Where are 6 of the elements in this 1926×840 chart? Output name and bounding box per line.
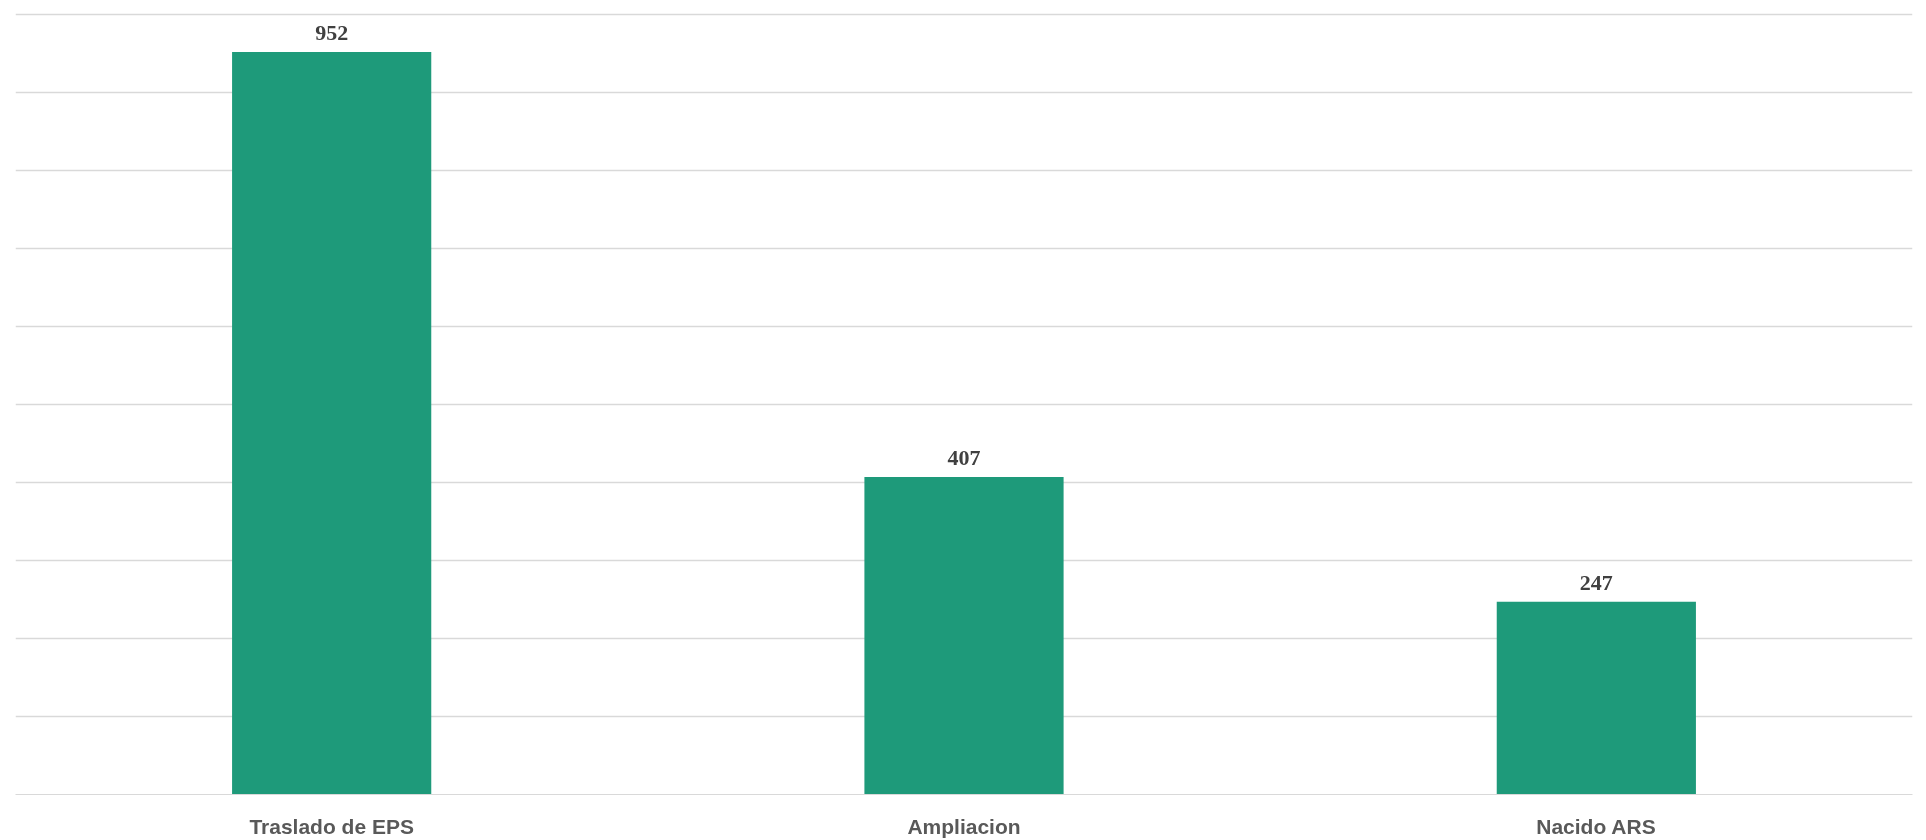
- data-label: 407: [947, 445, 981, 471]
- x-tick-label: Ampliacion: [907, 814, 1021, 838]
- x-tick-label: Traslado de EPS: [249, 814, 414, 838]
- data-label: 952: [315, 20, 349, 46]
- x-tick-label: Nacido ARS: [1536, 814, 1656, 838]
- data-label: 247: [1579, 569, 1613, 595]
